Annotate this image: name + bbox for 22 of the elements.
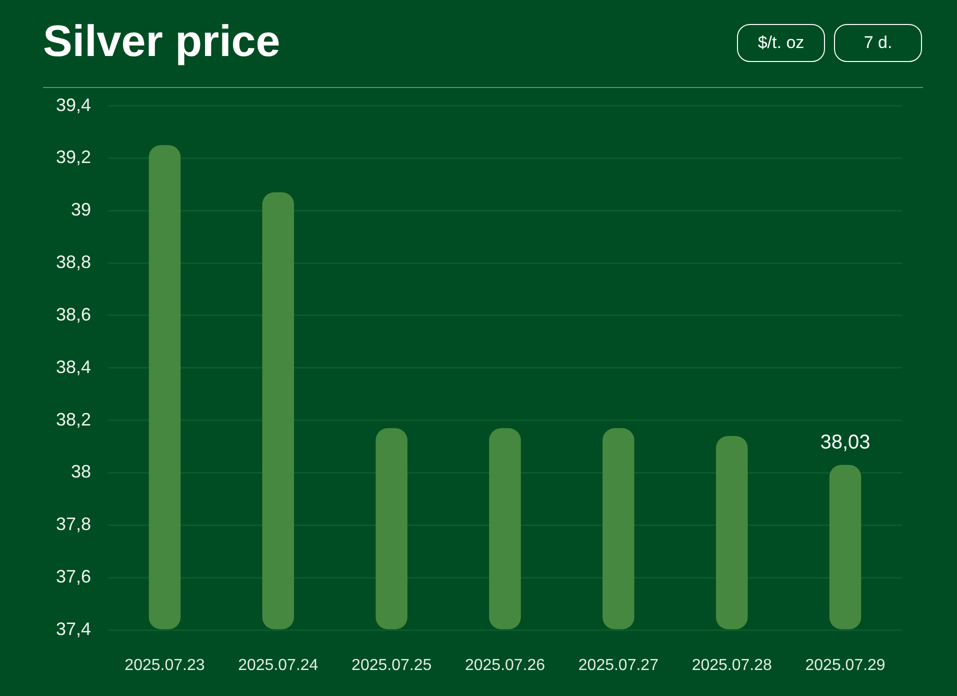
y-tick-label: 37,8 bbox=[56, 514, 91, 534]
x-tick-label: 2025.07.26 bbox=[464, 657, 546, 674]
x-tick-label: 2025.07.28 bbox=[692, 657, 772, 674]
y-tick-label: 39,4 bbox=[56, 94, 91, 115]
x-tick-label: 2025.07.25 bbox=[352, 657, 432, 674]
y-tick-label: 38,8 bbox=[56, 252, 91, 272]
x-tick-label: 2025.07.29 bbox=[805, 657, 886, 674]
y-tick-label: 37,6 bbox=[56, 566, 91, 587]
x-tick-label: 2025.07.27 bbox=[578, 657, 659, 674]
y-tick-label: 38,6 bbox=[56, 304, 91, 324]
period-button: 7 d. bbox=[834, 24, 922, 62]
y-tick-label: 38 bbox=[70, 462, 91, 482]
x-tick-label: 2025.07.23 bbox=[124, 657, 205, 674]
chart-title: Silver price bbox=[43, 16, 280, 68]
y-tick-label: 39 bbox=[70, 200, 91, 220]
unit-button: $/t. oz bbox=[737, 24, 825, 62]
y-tick-label: 38,4 bbox=[56, 356, 91, 377]
y-tick-label: 39,2 bbox=[56, 147, 91, 168]
data-label: 38,03 bbox=[820, 431, 870, 454]
y-tick-label: 37,4 bbox=[56, 618, 91, 639]
x-tick-label: 2025.07.24 bbox=[238, 657, 318, 674]
y-tick-label: 38,2 bbox=[56, 409, 91, 430]
